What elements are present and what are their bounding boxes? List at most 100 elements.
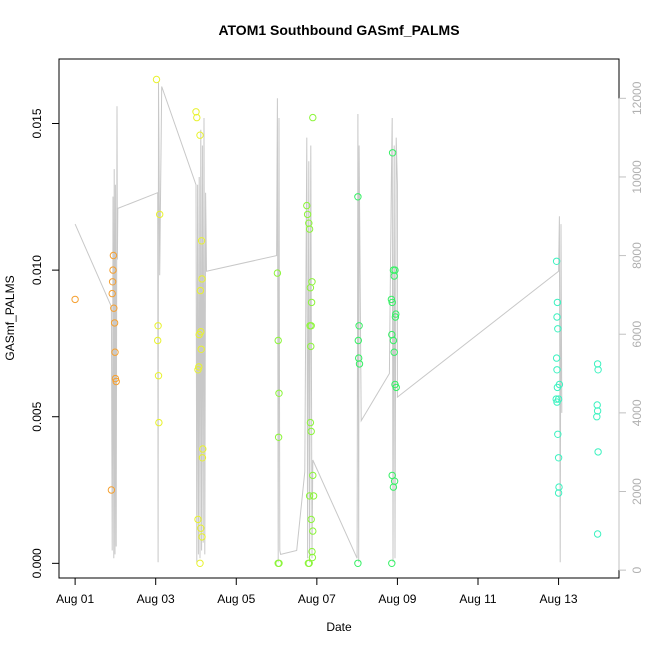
y2-tick-label-0: 0	[630, 566, 644, 573]
x-tick-label-4: Aug 09	[378, 592, 416, 606]
data-point-s4-4	[552, 354, 561, 362]
data-point-s0-8	[111, 348, 119, 356]
data-point-s3-15	[389, 336, 398, 345]
data-point-s1-0	[152, 75, 161, 84]
data-point-s2-1	[274, 336, 282, 345]
data-point-s1-19	[194, 515, 202, 524]
data-point-s2-17	[307, 427, 315, 436]
x-tick-label-6: Aug 13	[540, 592, 578, 606]
data-point-s4-2	[553, 313, 561, 321]
data-point-s0-10	[112, 377, 120, 386]
data-point-s1-17	[198, 454, 207, 462]
data-point-s3-13	[392, 310, 400, 318]
data-point-s2-24	[308, 553, 317, 562]
data-point-s2-26	[305, 559, 313, 567]
data-point-s2-9	[305, 225, 314, 233]
data-point-s4-11	[554, 430, 562, 438]
data-point-s2-3	[274, 433, 283, 441]
data-point-s0-4	[109, 266, 117, 274]
data-point-s1-9	[195, 363, 203, 371]
data-point-s1-14	[197, 345, 205, 353]
x-tick-label-2: Aug 05	[217, 592, 255, 606]
secondary-y-axis: 0 2000 4000 6000 8000 10000 12000	[618, 81, 644, 573]
y2-tick-label-3: 6000	[630, 321, 644, 348]
y-tick-label-1: 0.005	[30, 401, 44, 431]
data-point-s0-5	[109, 251, 118, 260]
y-tick-label-3: 0.015	[30, 108, 44, 138]
data-point-s1-22	[196, 559, 204, 567]
data-point-s2-15	[307, 342, 315, 351]
data-point-s1-21	[198, 533, 206, 541]
data-point-s1-2	[154, 322, 162, 330]
y2-tick-label-4: 8000	[630, 242, 644, 269]
data-point-s4-18	[593, 407, 602, 415]
data-point-s2-19	[305, 492, 314, 500]
data-point-s2-14	[308, 278, 316, 286]
flight-track-line	[74, 82, 563, 563]
data-point-s3-2	[354, 336, 362, 345]
data-point-s4-12	[554, 454, 563, 462]
data-point-s4-5	[553, 366, 561, 374]
data-point-s3-16	[390, 348, 398, 356]
data-point-s2-5	[275, 559, 283, 567]
data-point-s1-7	[193, 113, 201, 122]
data-point-s3-11	[388, 298, 396, 307]
data-point-s3-18	[392, 383, 400, 392]
data-point-s1-3	[154, 372, 163, 380]
data-point-s1-18	[199, 445, 207, 453]
data-point-s0-6	[110, 304, 118, 312]
data-point-s1-4	[155, 418, 163, 427]
data-point-s1-13	[197, 328, 205, 336]
x-axis: Aug 01 Aug 03 Aug 05 Aug 07 Aug 09 Aug 11 Aug …	[56, 577, 578, 606]
data-point-s3-4	[355, 360, 364, 368]
data-point-s3-1	[355, 322, 363, 330]
data-point-s2-12	[307, 322, 315, 330]
data-point-s0-0	[71, 295, 79, 304]
data-point-s0-2	[108, 289, 116, 298]
data-point-s4-7	[555, 380, 564, 389]
data-point-s1-12	[196, 286, 205, 295]
x-axis-label: Date	[326, 620, 352, 634]
data-point-s3-0	[354, 193, 362, 201]
data-point-s3-5	[354, 559, 362, 567]
data-point-s2-13	[307, 298, 316, 307]
data-point-s2-2	[275, 389, 283, 397]
y2-tick-label-6: 12000	[630, 81, 644, 115]
data-point-s3-6	[388, 149, 397, 157]
data-point-s4-16	[594, 366, 602, 374]
data-point-s0-1	[107, 486, 116, 494]
data-point-s2-20	[309, 492, 318, 500]
data-point-s0-9	[111, 374, 120, 383]
data-point-s2-21	[307, 515, 315, 524]
data-point-s2-16	[306, 418, 315, 427]
flight-track-layer	[74, 82, 563, 563]
x-tick-label-3: Aug 07	[298, 592, 336, 606]
data-point-s4-20	[594, 448, 602, 456]
data-points-layer	[71, 75, 602, 567]
data-point-s4-8	[552, 395, 560, 403]
data-point-s4-19	[593, 413, 601, 421]
y-tick-label-2: 0.010	[30, 255, 44, 285]
data-point-s2-0	[273, 269, 282, 277]
y2-tick-label-1: 2000	[630, 478, 644, 505]
data-point-s1-16	[198, 275, 206, 283]
data-point-s3-10	[387, 295, 396, 304]
data-point-s0-3	[108, 278, 117, 286]
y2-tick-label-5: 10000	[630, 160, 644, 194]
data-point-s1-1	[154, 336, 162, 345]
data-point-s0-7	[110, 319, 119, 327]
chart-title: ATOM1 Southbound GASmf_PALMS	[218, 22, 459, 38]
y-tick-label-0: 0.000	[30, 548, 44, 578]
data-point-s4-1	[553, 298, 562, 307]
data-point-s4-0	[552, 257, 561, 265]
data-point-s1-6	[192, 108, 200, 116]
data-point-s1-8	[194, 366, 202, 374]
plot-frame	[58, 58, 620, 579]
data-point-s4-14	[554, 489, 563, 497]
x-tick-label-5: Aug 11	[459, 592, 496, 606]
data-point-s1-11	[196, 131, 204, 139]
data-point-s4-10	[554, 395, 563, 403]
data-point-s1-5	[156, 210, 164, 219]
data-point-s3-12	[391, 313, 400, 321]
